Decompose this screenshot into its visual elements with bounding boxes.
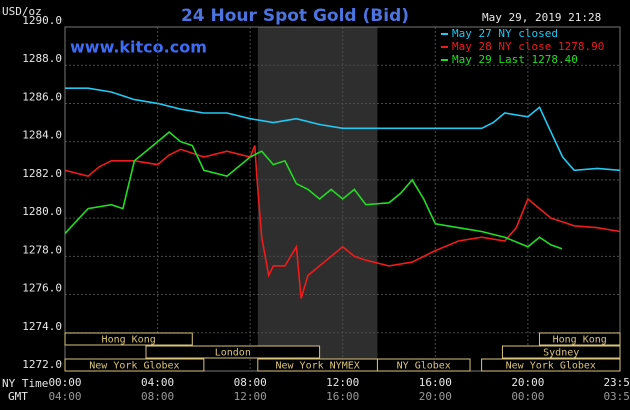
legend-label: May 27 NY closed — [452, 27, 558, 40]
y-tick-label: 1274.0 — [22, 320, 62, 333]
y-tick-label: 1288.0 — [22, 52, 62, 65]
session-label: London — [215, 348, 251, 359]
session-label: Sydney — [543, 348, 579, 359]
x-tick-label: 08:00 — [234, 376, 267, 389]
website: www.kitco.com — [70, 38, 207, 57]
shaded-region — [257, 27, 378, 371]
x2-tick-label: 20:00 — [419, 390, 452, 403]
x2-label: GMT — [8, 390, 28, 403]
y-tick-label: 1286.0 — [22, 90, 62, 103]
session-box — [64, 332, 193, 346]
x-tick-label: 00:00 — [48, 376, 81, 389]
y-tick-label: 1290.0 — [22, 14, 62, 27]
session-label: Hong Kong — [553, 335, 607, 346]
session-box — [501, 345, 621, 359]
x2-tick-label: 16:00 — [326, 390, 359, 403]
session-label: New York Globex — [506, 361, 596, 372]
timestamp: May 29, 2019 21:28 — [482, 11, 601, 24]
y-tick-label: 1282.0 — [22, 167, 62, 180]
session-label: New York Globex — [89, 361, 179, 372]
y-unit: USD/oz — [2, 5, 42, 18]
session-box — [145, 345, 321, 359]
y-tick-label: 1280.0 — [22, 205, 62, 218]
x-tick-label: 12:00 — [326, 376, 359, 389]
x2-tick-label: 08:00 — [141, 390, 174, 403]
session-label: NY Globex — [397, 361, 451, 372]
session-label: Hong Kong — [102, 335, 156, 346]
y-tick-label: 1276.0 — [22, 282, 62, 295]
legend-label: May 29 Last 1278.40 — [452, 53, 578, 66]
legend-label: May 28 NY close 1278.90 — [452, 40, 604, 53]
x2-tick-label: 00:00 — [511, 390, 544, 403]
chart-title: 24 Hour Spot Gold (Bid) — [181, 6, 409, 26]
x-tick-label: 20:00 — [511, 376, 544, 389]
price-line — [64, 131, 563, 250]
x2-tick-label: 12:00 — [234, 390, 267, 403]
session-box — [481, 358, 621, 372]
session-label: New York NYMEX — [275, 361, 359, 372]
x-tick-label: 16:00 — [419, 376, 452, 389]
x-tick-label: 04:00 — [141, 376, 174, 389]
y-tick-label: 1272.0 — [22, 358, 62, 371]
x-label: NY Time — [2, 377, 48, 390]
price-line — [65, 87, 621, 172]
y-tick-label: 1284.0 — [22, 129, 62, 142]
y-tick-label: 1278.0 — [22, 243, 62, 256]
session-box — [64, 358, 205, 372]
x2-tick-label: 04:00 — [48, 390, 81, 403]
price-line — [64, 145, 621, 299]
session-box — [376, 358, 471, 372]
x2-tick-label: 03:59 — [603, 390, 630, 403]
session-box — [538, 332, 621, 346]
x-tick-label: 23:59 — [603, 376, 630, 389]
